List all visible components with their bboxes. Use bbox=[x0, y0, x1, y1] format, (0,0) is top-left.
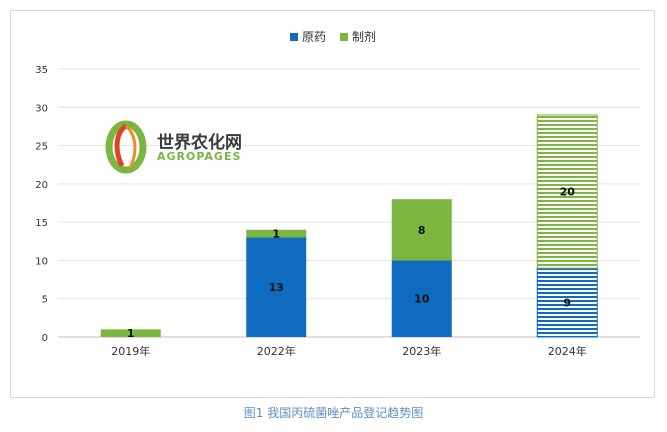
y-tick-label: 20 bbox=[35, 180, 48, 191]
bar bbox=[100, 329, 161, 337]
x-tick-label: 2023年 bbox=[402, 344, 441, 358]
y-tick-label: 10 bbox=[35, 256, 48, 267]
y-tick-label: 5 bbox=[42, 295, 48, 306]
y-tick-label: 25 bbox=[35, 142, 48, 153]
data-label: 20 bbox=[560, 186, 576, 199]
legend-label: 原药 bbox=[302, 30, 326, 44]
agropages-leaf-icon bbox=[105, 120, 147, 174]
x-tick-label: 2019年 bbox=[111, 344, 150, 358]
data-label: 8 bbox=[418, 224, 426, 237]
x-tick-label: 2024年 bbox=[548, 344, 587, 358]
bar bbox=[246, 229, 307, 238]
agropages-logo: 世界农化网 AGROPAGES bbox=[102, 120, 242, 174]
y-tick-label: 30 bbox=[35, 103, 48, 114]
bar bbox=[536, 114, 598, 269]
y-tick-label: 0 bbox=[42, 333, 48, 344]
data-label: 9 bbox=[563, 297, 571, 310]
data-label: 1 bbox=[272, 228, 280, 241]
logo-subtitle: AGROPAGES bbox=[157, 150, 242, 163]
data-label: 10 bbox=[414, 293, 430, 306]
data-label: 13 bbox=[269, 281, 284, 294]
bar bbox=[536, 267, 598, 338]
y-tick-label: 15 bbox=[35, 218, 48, 229]
logo-title: 世界农化网 bbox=[157, 133, 242, 153]
x-tick-label: 2022年 bbox=[257, 344, 296, 358]
figure-caption: 图1 我国丙硫菌唑产品登记趋势图 bbox=[243, 406, 424, 420]
bar bbox=[391, 199, 452, 261]
legend-label: 制剂 bbox=[352, 29, 376, 44]
legend-swatch bbox=[340, 33, 348, 41]
bar bbox=[391, 260, 452, 337]
y-tick-label: 35 bbox=[35, 65, 48, 76]
bar bbox=[246, 237, 307, 337]
data-label: 1 bbox=[127, 327, 135, 340]
legend-swatch bbox=[290, 33, 298, 41]
